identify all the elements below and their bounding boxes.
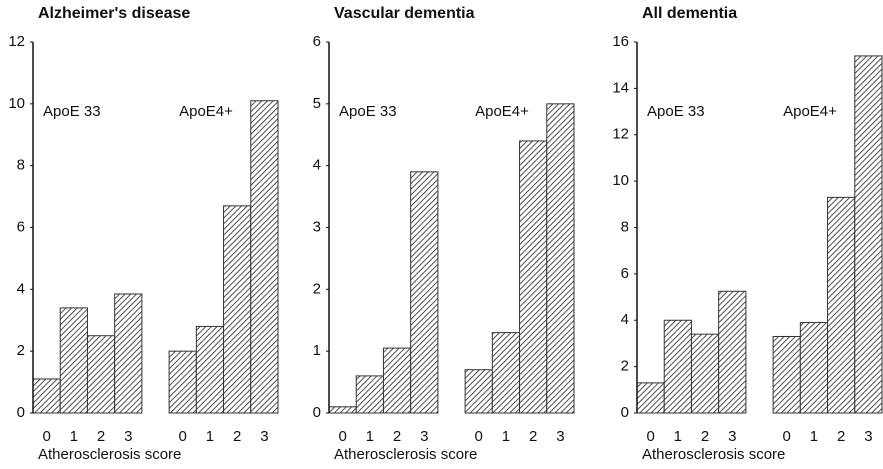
- bar: [636, 382, 665, 414]
- bar: [223, 205, 252, 414]
- y-tick-label: 16: [612, 33, 629, 50]
- x-tick-label: 2: [97, 428, 105, 445]
- bar: [355, 375, 384, 414]
- bar: [663, 319, 692, 414]
- x-tick-label: 1: [810, 428, 818, 445]
- x-tick-label: 2: [837, 428, 845, 445]
- x-tick-label: 0: [179, 428, 187, 445]
- x-tick-label: 3: [260, 428, 268, 445]
- group-label: ApoE4+: [179, 103, 233, 120]
- x-tick-label: 2: [529, 428, 537, 445]
- x-tick-label: 3: [420, 428, 428, 445]
- bar: [382, 347, 412, 414]
- bar: [690, 333, 720, 414]
- group-label: ApoE4+: [783, 103, 837, 120]
- bar: [464, 369, 493, 414]
- y-tick-label: 14: [612, 79, 629, 96]
- x-tick-label: 1: [674, 428, 682, 445]
- y-tick-label: 12: [612, 126, 629, 143]
- y-tick-label: 3: [313, 218, 321, 235]
- group-label: ApoE 33: [647, 103, 705, 120]
- x-tick-label: 0: [646, 428, 654, 445]
- x-tick-label: 2: [701, 428, 709, 445]
- y-tick-label: 0: [313, 404, 321, 421]
- bar: [86, 335, 116, 414]
- x-tick-label: 0: [42, 428, 50, 445]
- y-tick-label: 4: [313, 157, 321, 174]
- bar: [195, 325, 225, 414]
- x-tick-label: 3: [728, 428, 736, 445]
- bar: [546, 103, 575, 414]
- y-tick-label: 6: [17, 218, 25, 235]
- y-tick-label: 0: [17, 404, 25, 421]
- y-tick-label: 2: [621, 358, 629, 375]
- x-tick-label: 2: [233, 428, 241, 445]
- x-tick-label: 0: [475, 428, 483, 445]
- y-tick-label: 2: [17, 342, 25, 359]
- x-axis-label: Atherosclerosis score: [38, 446, 181, 463]
- bar: [491, 332, 521, 414]
- x-tick-label: 3: [864, 428, 872, 445]
- y-tick-label: 10: [8, 95, 25, 112]
- bar: [519, 140, 548, 414]
- bar: [59, 307, 88, 414]
- bar: [827, 196, 856, 414]
- bar: [250, 100, 279, 414]
- y-tick-label: 4: [17, 280, 25, 297]
- y-tick-label: 6: [313, 33, 321, 50]
- group-label: ApoE 33: [43, 103, 101, 120]
- bar: [410, 171, 439, 414]
- y-tick-label: 8: [621, 218, 629, 235]
- y-tick-label: 1: [313, 342, 321, 359]
- bar: [854, 55, 883, 414]
- x-tick-label: 3: [124, 428, 132, 445]
- chart-title: Vascular dementia: [334, 5, 475, 22]
- bar: [114, 293, 143, 414]
- bar: [328, 406, 357, 414]
- bar: [718, 290, 747, 414]
- x-tick-label: 0: [338, 428, 346, 445]
- x-tick-label: 3: [556, 428, 564, 445]
- group-label: ApoE 33: [339, 103, 397, 120]
- bar: [799, 322, 829, 414]
- x-axis-label: Atherosclerosis score: [642, 446, 785, 463]
- y-tick-label: 6: [621, 265, 629, 282]
- x-axis-label: Atherosclerosis score: [334, 446, 477, 463]
- y-tick-label: 10: [612, 172, 629, 189]
- bar: [168, 350, 197, 414]
- x-tick-label: 1: [206, 428, 214, 445]
- y-tick-label: 5: [313, 95, 321, 112]
- x-tick-label: 0: [783, 428, 791, 445]
- x-tick-label: 1: [366, 428, 374, 445]
- chart-title: All dementia: [642, 5, 737, 22]
- group-label: ApoE4+: [475, 103, 529, 120]
- x-tick-label: 1: [70, 428, 78, 445]
- x-tick-label: 1: [502, 428, 510, 445]
- bar: [772, 335, 801, 414]
- y-tick-label: 12: [8, 33, 25, 50]
- y-tick-label: 8: [17, 157, 25, 174]
- y-tick-label: 2: [313, 280, 321, 297]
- y-tick-label: 4: [621, 311, 629, 328]
- bar: [32, 378, 61, 414]
- x-tick-label: 2: [393, 428, 401, 445]
- chart-title: Alzheimer's disease: [38, 5, 190, 22]
- y-tick-label: 0: [621, 404, 629, 421]
